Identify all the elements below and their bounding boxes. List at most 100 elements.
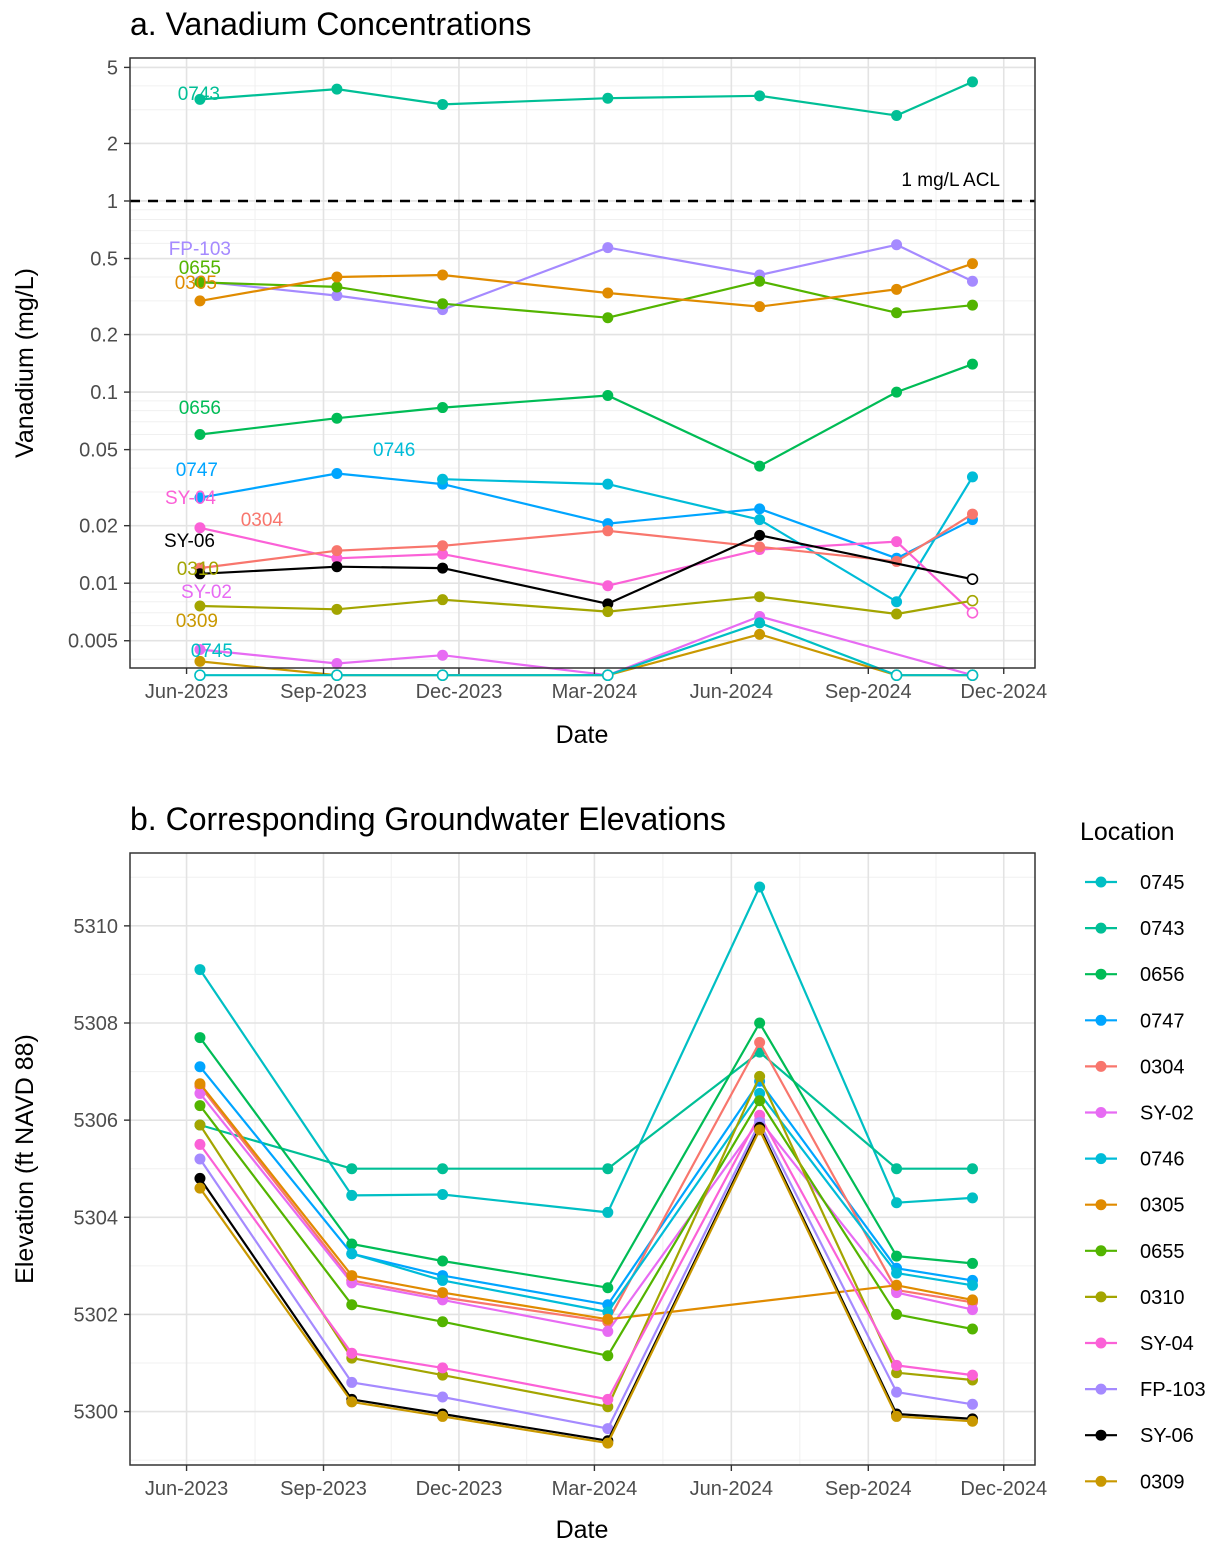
data-point (331, 468, 343, 480)
data-point (891, 110, 903, 122)
panel-a-axes: Jun-2023 Sep-2023 Dec-2023 Mar-2024 Jun-2024… (68, 57, 1047, 703)
data-point-open (436, 669, 449, 682)
data-point (331, 281, 343, 293)
data-point (602, 580, 614, 592)
legend-label: SY-04 (1140, 1333, 1194, 1355)
legend-title: Location (1080, 818, 1175, 846)
series-label-0655: 0655 (179, 258, 221, 279)
data-point (194, 643, 206, 655)
data-point (891, 1267, 903, 1279)
data-point (602, 1313, 614, 1325)
series-label-0305: 0305 (175, 273, 217, 294)
y-tick-label: 0.005 (68, 631, 118, 653)
data-point (602, 1206, 614, 1218)
series-label-0656: 0656 (179, 398, 221, 419)
series-label-sy-02: SY-02 (181, 582, 232, 603)
series-label-0304: 0304 (241, 510, 284, 531)
data-point (437, 473, 449, 485)
legend-key-point (1095, 1429, 1107, 1441)
data-point (754, 1095, 766, 1107)
legend-item-0304: 0304 (1085, 1056, 1185, 1078)
x-tick-label: Sep-2024 (825, 681, 912, 703)
data-point (437, 562, 449, 574)
data-point (602, 1163, 614, 1175)
data-point (437, 594, 449, 606)
data-point (346, 1299, 358, 1311)
y-tick-label: 5306 (74, 1110, 119, 1132)
data-point (346, 1270, 358, 1282)
data-point (754, 881, 766, 893)
y-tick-label: 0.02 (79, 516, 118, 538)
series-label-sy-04: SY-04 (165, 488, 216, 509)
data-point (891, 283, 903, 295)
legend-label: 0743 (1140, 918, 1185, 940)
data-point (346, 1238, 358, 1250)
data-point (754, 514, 766, 526)
data-point (754, 591, 766, 603)
x-tick-label: Sep-2024 (825, 1478, 912, 1500)
series-0310 (194, 591, 979, 620)
panel-b: b. Corresponding Groundwater Elevations … (11, 801, 1047, 1543)
legend-key-point (1095, 1014, 1107, 1026)
data-point-open (331, 669, 343, 682)
series-0309 (194, 1124, 978, 1449)
legend-item-fp-103: FP-103 (1085, 1379, 1206, 1401)
x-tick-label: Jun-2024 (690, 1478, 773, 1500)
data-point (194, 295, 206, 307)
legend-key-point (1095, 876, 1107, 888)
data-point (437, 548, 449, 560)
legend-key-point (1095, 1475, 1107, 1487)
data-point (602, 478, 614, 490)
series-label-0309: 0309 (176, 611, 218, 632)
data-point (891, 1308, 903, 1320)
data-point (602, 92, 614, 104)
data-point (966, 258, 978, 270)
data-point (437, 98, 449, 110)
data-point (966, 1294, 978, 1306)
series-line-sy-06 (199, 534, 973, 605)
data-point (194, 1061, 206, 1073)
data-point (346, 1163, 358, 1175)
data-point (331, 290, 343, 302)
series-0305 (194, 1078, 978, 1325)
data-point (437, 1163, 449, 1175)
legend-item-0310: 0310 (1085, 1287, 1185, 1309)
y-tick-label: 5308 (74, 1013, 119, 1035)
series-0655 (194, 1095, 978, 1362)
data-point (194, 600, 206, 612)
y-tick-label: 0.05 (79, 440, 118, 462)
series-label-0743: 0743 (178, 84, 220, 105)
data-point (437, 540, 449, 552)
data-point (437, 298, 449, 310)
data-point (754, 301, 766, 313)
panel-b-axes: Jun-2023 Sep-2023 Dec-2023 Mar-2024 Jun-2024… (74, 916, 1048, 1500)
y-tick-label: 0.5 (90, 249, 118, 271)
data-point (437, 1287, 449, 1299)
legend-key-point (1095, 1291, 1107, 1303)
legend-key-point (1095, 922, 1107, 934)
data-point (754, 529, 766, 541)
data-point (754, 1017, 766, 1029)
data-point (331, 561, 343, 573)
series-line-0746 (351, 1092, 973, 1314)
y-tick-label: 1 (107, 191, 118, 213)
legend-label: 0746 (1140, 1149, 1185, 1171)
panel-a: a. Vanadium Concentrations 1 mg/L ACL 07… (11, 6, 1047, 749)
legend-item-0655: 0655 (1085, 1241, 1185, 1263)
data-point (331, 658, 343, 670)
legend-label: 0304 (1140, 1056, 1185, 1078)
x-tick-label: Jun-2023 (145, 681, 228, 703)
legend-item-0747: 0747 (1085, 1010, 1185, 1032)
data-point (891, 1250, 903, 1262)
acl-reference-label: 1 mg/L ACL (901, 170, 1000, 191)
data-point (346, 1396, 358, 1408)
y-tick-label: 5302 (74, 1304, 119, 1326)
x-tick-label: Sep-2023 (280, 1478, 367, 1500)
legend-label: 0310 (1140, 1287, 1185, 1309)
data-point (437, 269, 449, 281)
data-point-open (966, 573, 979, 585)
panel-b-series (194, 881, 978, 1449)
legend-item-0743: 0743 (1085, 918, 1185, 940)
legend-label: FP-103 (1140, 1379, 1206, 1401)
data-point (194, 522, 206, 534)
